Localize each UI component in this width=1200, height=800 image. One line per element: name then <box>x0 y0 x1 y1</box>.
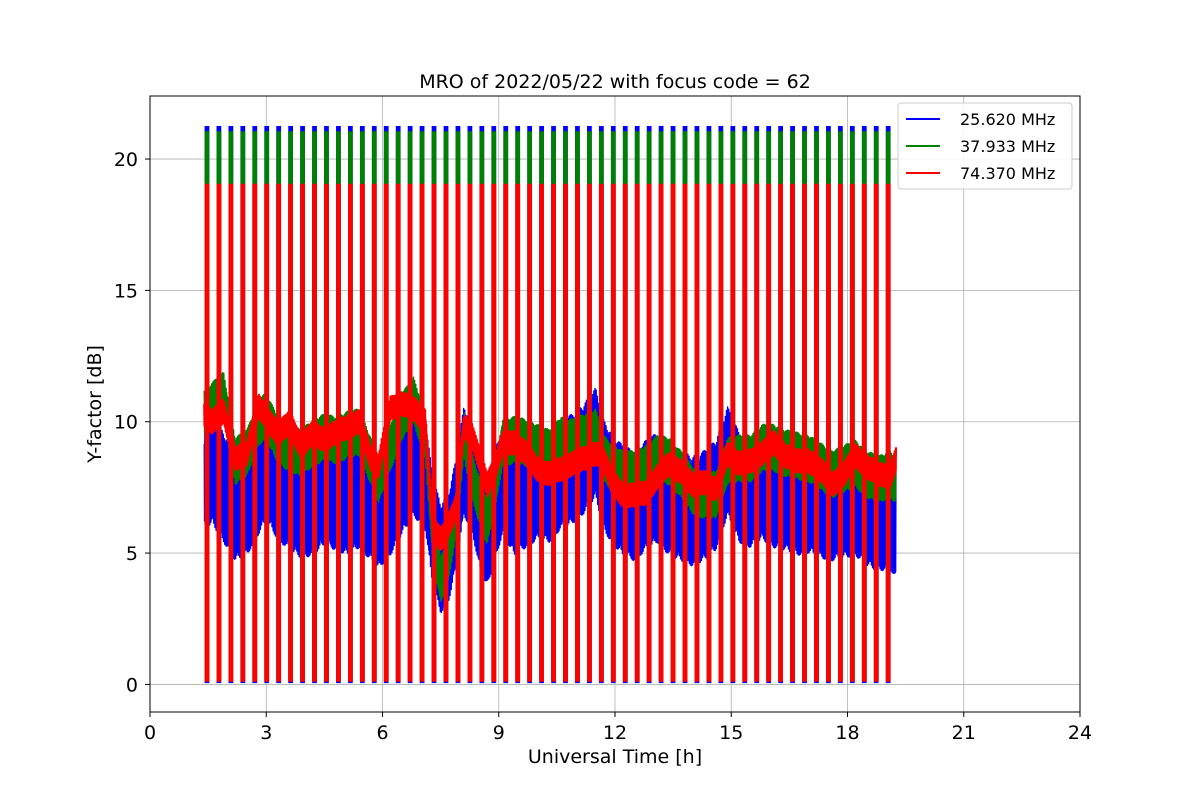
calibration-pulse <box>814 183 819 682</box>
legend-box <box>897 102 1073 190</box>
calibration-pulse <box>563 183 568 682</box>
calibration-pulse <box>240 183 246 682</box>
calibration-pulse <box>371 183 377 682</box>
x-axis: 0 3 6 9 12 15 18 21 24 <box>144 712 1092 744</box>
x-tick-label: 21 <box>952 722 976 744</box>
calibration-pulse <box>336 183 341 682</box>
calibration-pulse <box>790 183 795 682</box>
calibration-pulse <box>766 183 772 682</box>
calibration-pulse <box>300 183 305 682</box>
x-tick-label: 6 <box>376 722 388 744</box>
x-tick-label: 15 <box>719 722 743 744</box>
calibration-pulse <box>204 183 210 682</box>
calibration-pulse <box>228 183 234 682</box>
calibration-pulse <box>694 183 700 682</box>
calibration-pulse <box>252 183 258 682</box>
legend-label: 74.370 MHz <box>960 164 1055 183</box>
calibration-pulse <box>479 183 485 682</box>
calibration-pulse <box>682 183 688 682</box>
calibration-pulse <box>849 183 855 682</box>
calibration-pulse <box>598 183 604 682</box>
x-tick-label: 12 <box>603 722 627 744</box>
calibration-pulse <box>515 183 521 682</box>
calibration-pulse <box>551 183 556 682</box>
calibration-pulse <box>455 183 461 682</box>
calibration-pulse <box>383 183 389 682</box>
x-tick-label: 18 <box>835 722 859 744</box>
calibration-pulse <box>407 183 413 682</box>
calibration-pulse <box>348 183 353 682</box>
y-tick-label: 10 <box>114 412 138 434</box>
calibration-pulse <box>634 183 640 682</box>
x-axis-label: Universal Time [h] <box>528 746 702 768</box>
x-tick-label: 9 <box>493 722 505 744</box>
calibration-pulse <box>670 183 676 682</box>
calibration-pulse <box>622 183 628 682</box>
calibration-pulse <box>539 183 544 682</box>
legend-label: 37.933 MHz <box>960 137 1055 156</box>
calibration-pulse <box>826 183 831 682</box>
y-axis: 0 5 10 15 20 <box>114 149 150 696</box>
y-tick-label: 5 <box>126 543 138 565</box>
legend: 25.620 MHz 37.933 MHz 74.370 MHz <box>897 102 1073 190</box>
y-tick-label: 20 <box>114 149 138 171</box>
calibration-pulse <box>491 183 497 682</box>
calibration-pulse <box>587 183 592 682</box>
calibration-pulse <box>216 183 222 682</box>
calibration-pulse <box>264 183 270 682</box>
calibration-pulse <box>467 183 473 682</box>
calibration-pulse <box>742 183 748 682</box>
calibration-pulse <box>646 183 652 682</box>
calibration-pulse <box>885 183 891 682</box>
calibration-pulse <box>610 183 616 682</box>
series-layer <box>203 126 898 684</box>
x-tick-label: 24 <box>1068 722 1092 744</box>
calibration-pulse <box>431 183 437 682</box>
calibration-pulse <box>838 183 843 682</box>
calibration-pulse <box>359 183 365 682</box>
calibration-pulse <box>802 183 807 682</box>
calibration-pulse <box>503 183 509 682</box>
y-axis-label: Y-factor [dB] <box>84 345 106 464</box>
calibration-pulse <box>419 183 425 682</box>
calibration-pulse <box>575 183 580 682</box>
legend-label: 25.620 MHz <box>960 110 1055 129</box>
calibration-pulse <box>276 183 282 682</box>
calibration-pulse <box>778 183 783 682</box>
calibration-pulse <box>312 183 317 682</box>
calibration-pulse <box>861 183 867 682</box>
series-3 <box>203 183 898 682</box>
x-tick-label: 3 <box>260 722 272 744</box>
calibration-pulse <box>754 183 760 682</box>
calibration-pulse <box>658 183 664 682</box>
y-tick-label: 0 <box>126 674 138 696</box>
calibration-pulse <box>527 183 533 682</box>
calibration-pulse <box>706 183 712 682</box>
chart-title: MRO of 2022/05/22 with focus code = 62 <box>419 71 811 93</box>
calibration-pulse <box>718 183 724 682</box>
calibration-pulse <box>730 183 736 682</box>
calibration-pulse <box>395 183 401 682</box>
x-tick-label: 0 <box>144 722 156 744</box>
calibration-pulse <box>443 183 449 682</box>
calibration-pulse <box>873 183 879 682</box>
y-tick-label: 15 <box>114 280 138 302</box>
calibration-pulse <box>288 183 293 682</box>
calibration-pulse <box>324 183 329 682</box>
